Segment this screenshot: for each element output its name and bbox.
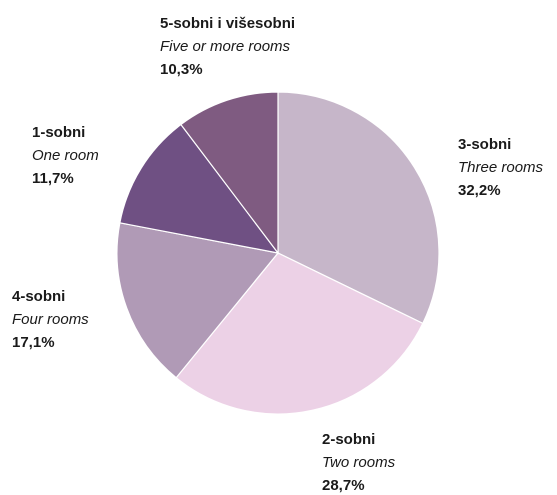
slice-label: 4-sobni bbox=[12, 288, 65, 305]
pie-slice bbox=[175, 252, 424, 415]
slice-value: 32,2% bbox=[458, 182, 501, 199]
slice-label: 3-sobni bbox=[458, 136, 511, 153]
pie-slice bbox=[119, 123, 280, 254]
slice-label: 5-sobni i višesobni bbox=[160, 15, 295, 32]
slice-value: 11,7% bbox=[32, 170, 74, 187]
slice-sublabel: Three rooms bbox=[458, 159, 544, 176]
slice-sublabel: Five or more rooms bbox=[160, 38, 291, 55]
slice-value: 17,1% bbox=[12, 334, 55, 351]
slice-value: 10,3% bbox=[160, 61, 203, 78]
pie-slice bbox=[277, 91, 440, 325]
slice-label: 2-sobni bbox=[322, 431, 375, 448]
pie-slice bbox=[116, 222, 280, 379]
slice-value: 28,7% bbox=[322, 477, 365, 494]
slice-sublabel: Four rooms bbox=[12, 311, 89, 328]
slice-label: 1-sobni bbox=[32, 124, 85, 141]
pie-slice bbox=[180, 91, 279, 255]
slice-sublabel: Two rooms bbox=[322, 454, 396, 471]
slice-sublabel: One room bbox=[32, 147, 99, 164]
